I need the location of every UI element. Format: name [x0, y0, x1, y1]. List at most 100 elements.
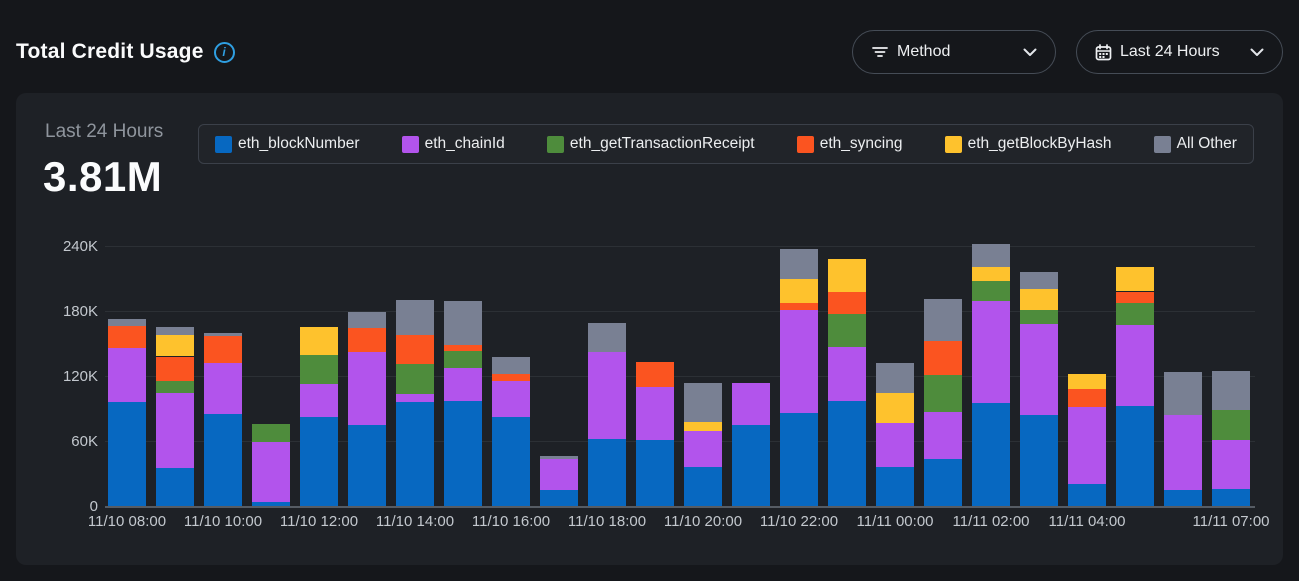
bar-segment-eth_blockNumber[interactable] — [348, 424, 386, 506]
bar-segment-eth_syncing[interactable] — [828, 291, 866, 315]
method-filter-dropdown[interactable]: Method — [852, 30, 1056, 74]
info-icon[interactable]: i — [213, 41, 235, 63]
bar-segment-eth_blockNumber[interactable] — [444, 400, 482, 506]
legend-item[interactable]: All Other — [1153, 135, 1237, 153]
legend-item[interactable]: eth_blockNumber — [215, 135, 359, 153]
bar-segment-eth_chainId[interactable] — [300, 383, 338, 418]
bar-segment-eth_blockNumber[interactable] — [492, 417, 530, 506]
bar-segment-eth_blockNumber[interactable] — [1068, 484, 1106, 506]
bar-segment-eth_blockNumber[interactable] — [540, 489, 578, 506]
bar-segment-eth_blockNumber[interactable] — [156, 468, 194, 506]
bar-segment-eth_getBlockByHash[interactable] — [300, 327, 338, 356]
bar-segment-eth_getBlockByHash[interactable] — [1116, 266, 1154, 292]
bar-segment-eth_chainId[interactable] — [588, 352, 626, 439]
bar-segment-eth_blockNumber[interactable] — [204, 413, 242, 506]
bar-segment-eth_chainId[interactable] — [876, 422, 914, 467]
bar-segment-eth_chainId[interactable] — [1212, 439, 1250, 489]
bar-segment-eth_getBlockByHash[interactable] — [1068, 373, 1106, 389]
bar-segment-eth_chainId[interactable] — [1020, 324, 1058, 415]
bar-segment-All Other[interactable] — [876, 363, 914, 394]
bar-segment-eth_chainId[interactable] — [636, 386, 674, 440]
bar-segment-All Other[interactable] — [1020, 272, 1058, 290]
bar-segment-eth_blockNumber[interactable] — [588, 438, 626, 506]
bar-segment-eth_syncing[interactable] — [108, 326, 146, 348]
legend-item[interactable]: eth_getTransactionReceipt — [546, 135, 755, 153]
bar-segment-eth_syncing[interactable] — [780, 303, 818, 310]
bar-segment-eth_chainId[interactable] — [1116, 325, 1154, 407]
bar-segment-eth_getBlockByHash[interactable] — [1020, 289, 1058, 310]
bar-segment-eth_blockNumber[interactable] — [396, 402, 434, 506]
bar-segment-eth_syncing[interactable] — [396, 334, 434, 365]
bar-segment-All Other[interactable] — [780, 249, 818, 279]
bar-segment-eth_getBlockByHash[interactable] — [876, 393, 914, 423]
bar-segment-eth_getTransactionReceipt[interactable] — [1116, 303, 1154, 326]
bar-segment-eth_syncing[interactable] — [636, 361, 674, 387]
bar-segment-All Other[interactable] — [540, 456, 578, 460]
bar-segment-eth_blockNumber[interactable] — [1116, 406, 1154, 506]
bar-segment-eth_getTransactionReceipt[interactable] — [828, 314, 866, 347]
bar-segment-All Other[interactable] — [1164, 371, 1202, 415]
bar-segment-eth_getTransactionReceipt[interactable] — [300, 355, 338, 384]
bar-segment-eth_getBlockByHash[interactable] — [972, 266, 1010, 281]
bar-segment-eth_blockNumber[interactable] — [732, 424, 770, 506]
bar-segment-eth_chainId[interactable] — [396, 394, 434, 402]
bar-segment-eth_chainId[interactable] — [780, 309, 818, 413]
bar-segment-eth_getTransactionReceipt[interactable] — [156, 381, 194, 394]
bar-segment-All Other[interactable] — [108, 318, 146, 327]
bar-segment-eth_chainId[interactable] — [684, 431, 722, 467]
bar-segment-All Other[interactable] — [204, 332, 242, 336]
bar-segment-eth_blockNumber[interactable] — [636, 439, 674, 506]
bar-segment-eth_blockNumber[interactable] — [1164, 489, 1202, 506]
legend-item[interactable]: eth_chainId — [401, 135, 505, 153]
bar-segment-eth_chainId[interactable] — [1068, 407, 1106, 485]
bar-segment-eth_getTransactionReceipt[interactable] — [252, 423, 290, 443]
bar-segment-eth_chainId[interactable] — [204, 363, 242, 414]
bar-segment-All Other[interactable] — [492, 356, 530, 374]
bar-segment-eth_syncing[interactable] — [348, 328, 386, 353]
bar-segment-eth_syncing[interactable] — [1068, 389, 1106, 408]
bar-segment-eth_getBlockByHash[interactable] — [780, 278, 818, 304]
legend-item[interactable]: eth_syncing — [796, 135, 902, 153]
bar-segment-eth_chainId[interactable] — [732, 382, 770, 425]
bar-segment-eth_getTransactionReceipt[interactable] — [972, 280, 1010, 302]
bar-segment-eth_getBlockByHash[interactable] — [156, 334, 194, 357]
bar-segment-eth_getBlockByHash[interactable] — [684, 421, 722, 432]
bar-segment-All Other[interactable] — [588, 322, 626, 353]
bar-segment-All Other[interactable] — [924, 299, 962, 342]
bar-segment-eth_syncing[interactable] — [924, 341, 962, 375]
bar-segment-eth_chainId[interactable] — [492, 381, 530, 418]
bar-segment-eth_blockNumber[interactable] — [300, 417, 338, 506]
bar-segment-eth_chainId[interactable] — [252, 442, 290, 502]
bar-segment-eth_blockNumber[interactable] — [1020, 415, 1058, 506]
legend-item[interactable]: eth_getBlockByHash — [944, 135, 1112, 153]
bar-segment-eth_syncing[interactable] — [1116, 291, 1154, 304]
bar-segment-eth_syncing[interactable] — [204, 335, 242, 363]
bar-segment-eth_blockNumber[interactable] — [684, 467, 722, 506]
bar-segment-All Other[interactable] — [684, 382, 722, 422]
bar-segment-eth_blockNumber[interactable] — [924, 459, 962, 506]
bar-segment-eth_blockNumber[interactable] — [252, 501, 290, 506]
bar-segment-eth_chainId[interactable] — [348, 352, 386, 425]
bar-segment-All Other[interactable] — [444, 301, 482, 345]
bar-segment-eth_blockNumber[interactable] — [108, 402, 146, 506]
bar-segment-All Other[interactable] — [348, 312, 386, 329]
bar-segment-eth_getBlockByHash[interactable] — [828, 259, 866, 292]
bar-segment-eth_chainId[interactable] — [108, 347, 146, 402]
bar-segment-All Other[interactable] — [396, 300, 434, 335]
bar-segment-eth_getTransactionReceipt[interactable] — [924, 374, 962, 412]
bar-segment-eth_chainId[interactable] — [972, 301, 1010, 404]
bar-segment-eth_getTransactionReceipt[interactable] — [1212, 409, 1250, 440]
bar-segment-eth_blockNumber[interactable] — [1212, 488, 1250, 506]
bar-segment-eth_chainId[interactable] — [828, 346, 866, 401]
bar-segment-eth_chainId[interactable] — [156, 393, 194, 469]
bar-segment-All Other[interactable] — [972, 243, 1010, 267]
bar-segment-eth_chainId[interactable] — [540, 459, 578, 490]
time-range-dropdown[interactable]: Last 24 Hours — [1076, 30, 1283, 74]
bar-segment-eth_syncing[interactable] — [444, 344, 482, 352]
bar-segment-eth_getTransactionReceipt[interactable] — [1020, 309, 1058, 324]
bar-segment-All Other[interactable] — [1212, 370, 1250, 410]
bar-segment-All Other[interactable] — [156, 327, 194, 335]
bar-segment-eth_getTransactionReceipt[interactable] — [444, 351, 482, 369]
bar-segment-eth_chainId[interactable] — [924, 411, 962, 460]
bar-segment-eth_chainId[interactable] — [444, 368, 482, 401]
